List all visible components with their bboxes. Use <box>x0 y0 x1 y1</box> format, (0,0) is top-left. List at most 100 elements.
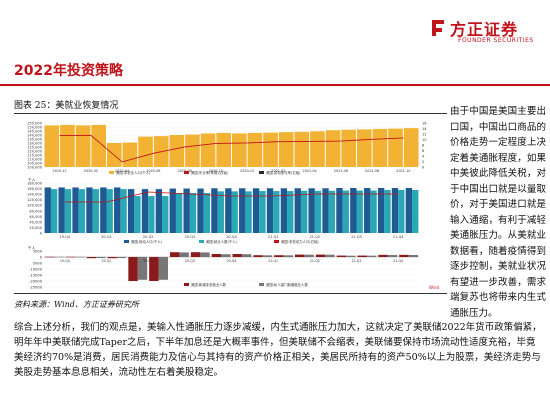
chart1-legend-swatch <box>259 171 264 174</box>
chart3-bar <box>378 254 388 257</box>
chart2-bar <box>134 196 141 233</box>
chart1-xtick: 2019-12 <box>53 169 67 173</box>
chart3-bar <box>65 256 76 258</box>
chart1-ytick: 105,000 <box>27 162 43 166</box>
chart3-bar <box>190 252 201 257</box>
chart2-ytick: 80,000 <box>29 209 42 213</box>
chart3-bar <box>325 254 335 257</box>
chart3-bar <box>116 257 127 259</box>
chart3-bar <box>137 257 148 280</box>
chart2-ytick: 40,000 <box>29 220 42 224</box>
chart1-ytick: 140,000 <box>27 134 43 138</box>
chart1-xtick: 2020-06 <box>146 169 160 173</box>
chart3-ytick: -5000 <box>32 262 43 266</box>
chart1-xtick: 2021-02 <box>271 169 285 173</box>
chart1-bar <box>403 128 419 167</box>
chart2-legend-swatch <box>274 240 279 243</box>
chart2-xtick: 20-Q3 <box>185 235 196 239</box>
chart1-xtick: 2021-08 <box>365 169 379 173</box>
chart3-bar <box>387 254 398 257</box>
chart2-bar <box>86 187 93 233</box>
chart2-xtick: 20-Q2 <box>143 235 154 239</box>
chart3-bar <box>274 255 284 257</box>
chart2-bar <box>245 191 252 233</box>
chart1-bar <box>200 133 216 167</box>
logo-mark-icon <box>432 20 444 36</box>
chart3-bar <box>295 254 305 257</box>
chart3-bar <box>304 254 314 257</box>
chart1-bar <box>263 132 278 167</box>
logo-english-name: FOUNDER SECURITIES <box>458 37 534 44</box>
body-paragraph: 综合上述分析，我们的观点是，美输入性通胀压力逐步减缓，内生式通胀压力加大，这就决… <box>14 322 542 378</box>
chart1-bar <box>232 133 247 167</box>
chart3-ytick: 0 <box>40 256 43 260</box>
chart3-bar <box>170 252 180 257</box>
chart2-bar <box>350 188 357 233</box>
chart2-bar <box>203 193 211 233</box>
chart3-xtick: 20-Q4 <box>227 259 237 263</box>
chart1-legend-label: 美国:劳动参与率(右轴) <box>266 170 301 175</box>
chart2-bar <box>364 188 371 233</box>
chart3-xtick: 20-Q3 <box>185 259 195 263</box>
chart1-ytick-right: 14 <box>422 127 427 131</box>
chart3-unit: 千人 <box>28 245 36 250</box>
chart2-bar <box>217 191 224 233</box>
chart1-bar <box>216 132 231 167</box>
figure-caption: 图表 25：美就业恢复情况 <box>14 101 119 111</box>
chart3-ytick: -15000 <box>29 274 42 278</box>
chart3-xtick: 21-Q3 <box>352 259 362 263</box>
chart1-bar <box>388 128 403 167</box>
chart2-bar <box>169 188 176 233</box>
chart2-unit: 千人 <box>28 177 36 182</box>
chart2-bar <box>148 196 155 233</box>
chart3-ytick: -25000 <box>29 286 42 290</box>
chart2-ytick: 20,000 <box>29 226 42 230</box>
chart3-legend-label: 美国:新增非农就业人数 <box>191 282 227 287</box>
chart3-bar <box>408 254 418 257</box>
chart1-bar <box>138 136 153 167</box>
chart2-bar <box>273 191 280 233</box>
chart3-legend-swatch <box>184 283 189 286</box>
chart1-bar <box>185 134 200 167</box>
chart2-bar <box>155 189 163 233</box>
chart1-ytick: 125,000 <box>27 146 43 150</box>
chart1-bar <box>310 131 325 167</box>
chart2-bar <box>114 187 121 233</box>
figure-top-border <box>14 113 447 114</box>
chart2-legend-swatch <box>124 240 129 243</box>
chart2-bar <box>322 188 329 233</box>
chart1-bar <box>247 132 263 167</box>
chart3-bar <box>366 255 377 257</box>
chart1-xtick: 2020-12 <box>240 169 254 173</box>
chart2-bar <box>336 188 343 233</box>
chart1-ytick-right: 4 <box>422 155 425 159</box>
chart2-bar <box>120 189 127 233</box>
chart1-ytick: 100,000 <box>27 166 43 170</box>
chart2-bar <box>308 188 315 233</box>
chart3-bar <box>283 255 293 257</box>
chart1-bar <box>169 135 185 167</box>
chart2-ytick: 60,000 <box>29 215 42 219</box>
chart1-ytick: 155,000 <box>27 122 43 126</box>
figure-bottom-border <box>14 293 447 294</box>
chart1-bar <box>60 124 75 167</box>
chart1-legend-swatch <box>109 171 114 174</box>
chart-nonfarm-payroll: 155,000150,000145,000140,000135,000130,0… <box>14 115 447 175</box>
chart2-bar <box>106 189 113 233</box>
chart1-legend-label: 美国:非农业人口(千人) <box>116 170 151 175</box>
chart2-bar <box>370 190 377 233</box>
figure-source: 资料来源：Wind、方正证券研究所 <box>14 300 139 309</box>
chart1-bar <box>122 142 138 167</box>
chart3-xtick: 20-Q1 <box>102 259 112 263</box>
chart2-bar <box>175 193 183 233</box>
chart2-bar <box>300 190 308 233</box>
page-title: 2022年投资策略 <box>14 63 123 79</box>
chart-composite: 155,000150,000145,000140,000135,000130,0… <box>14 115 447 290</box>
chart2-bar <box>280 188 288 233</box>
chart1-bar <box>91 124 106 167</box>
chart2-bar <box>398 189 405 233</box>
chart3-xtick: 21-Q1 <box>268 259 278 263</box>
chart2-bar <box>252 188 260 233</box>
chart1-ytick-right: 10 <box>422 138 427 142</box>
chart2-bar <box>141 189 149 233</box>
